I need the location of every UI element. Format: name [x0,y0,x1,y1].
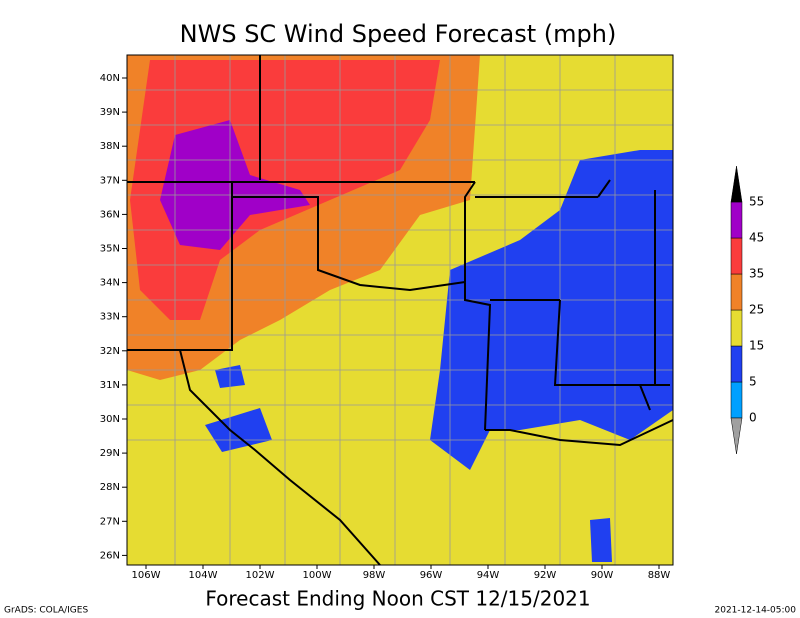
lat-label: 28N [100,482,120,493]
lat-label: 35N [100,244,120,255]
wind-5-15 [205,408,272,452]
lat-label: 37N [100,175,120,186]
colorbar-label: 0 [749,411,757,425]
lon-label: 104W [189,570,218,581]
lon-label: 90W [591,570,614,581]
lon-label: 94W [477,570,500,581]
lat-label: 38N [100,141,120,152]
colorbar-label: 35 [749,267,764,281]
colorbar-label: 55 [749,195,764,209]
colorbar-segment [730,309,743,347]
colorbar-segment [730,201,743,239]
lon-label: 88W [648,570,671,581]
map-frame [126,54,674,566]
lat-label: 27N [100,516,120,527]
colorbar-label: 5 [749,375,757,389]
timestamp: 2021-12-14-05:00 [715,606,797,616]
map-area [126,54,674,566]
colorbar-segment [730,381,743,419]
colorbar-label: 15 [749,339,764,353]
lat-label: 36N [100,209,120,220]
colorbar-label: 45 [749,231,764,245]
lon-label: 98W [363,570,386,581]
lon-label: 96W [420,570,443,581]
lat-axis: 40N 39N 38N 37N 36N 35N 34N 33N 32N 31N 30N 29N 28N 2… [100,73,127,561]
lon-label: 100W [303,570,332,581]
colorbar-label: 25 [749,303,764,317]
lon-label: 92W [534,570,557,581]
lat-label: 26N [100,550,120,561]
subtitle: Forecast Ending Noon CST 12/15/2021 [205,587,590,611]
lon-label: 102W [246,570,275,581]
colorbar-segment [730,345,743,383]
lat-label: 40N [100,73,120,84]
wind-5-15 [590,518,612,562]
lon-label: 106W [132,570,161,581]
colorbar-min [730,417,743,455]
state-borders [127,55,674,566]
lat-label: 32N [100,346,120,357]
colorbar-segment [730,237,743,275]
colorbar: 0 5 15 25 35 45 55 [730,165,764,455]
lat-label: 33N [100,312,120,323]
wind-45-55 [160,120,310,250]
colorbar-max [730,165,743,203]
lat-label: 30N [100,414,120,425]
lat-label: 39N [100,107,120,118]
lon-axis: 106W 104W 102W 100W 98W 96W 94W 92W 90W 88W [132,565,671,581]
lat-label: 31N [100,380,120,391]
lat-label: 29N [100,448,120,459]
colorbar-segment [730,273,743,311]
credit: GrADS: COLA/IGES [4,606,88,616]
title: NWS SC Wind Speed Forecast (mph) [180,20,617,48]
lat-label: 34N [100,278,120,289]
